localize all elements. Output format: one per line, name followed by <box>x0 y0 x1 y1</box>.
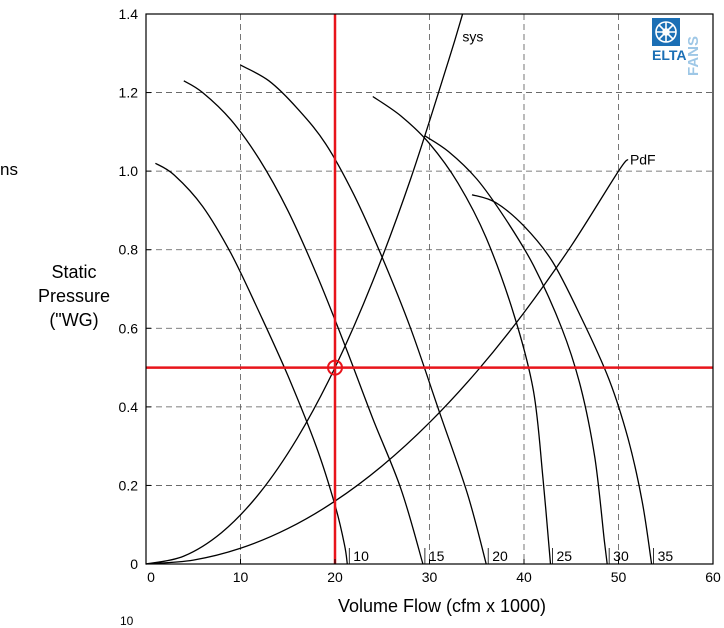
elta-fans-logo: ELTA FANS <box>650 16 712 78</box>
fan-curve-15 <box>183 80 424 565</box>
fan-curve-label-20: 20 <box>492 548 508 564</box>
fan-curve-10 <box>155 162 348 565</box>
x-tick-label: 10 <box>233 569 249 585</box>
logo-text-fans: FANS <box>685 36 702 76</box>
pdf-curve <box>145 158 629 565</box>
y-tick-label: 0.4 <box>119 399 139 415</box>
fan-curve-label-10: 10 <box>353 548 369 564</box>
fan-curve-label-30: 30 <box>613 548 629 564</box>
y-tick-label: 0.8 <box>119 242 139 258</box>
grid-lines <box>146 14 713 564</box>
fan-curve-25 <box>372 95 552 565</box>
y-tick-label: 0.6 <box>119 320 139 336</box>
y-tick-label: 0.2 <box>119 477 139 493</box>
y-axis-label-line3: ("WG) <box>49 310 98 330</box>
fan-curve-20 <box>240 64 487 565</box>
logo-text-elta: ELTA <box>652 47 686 63</box>
x-axis-label: Volume Flow (cfm x 1000) <box>338 596 546 616</box>
fan-curve-label-35: 35 <box>658 548 674 564</box>
system-curve <box>145 13 464 565</box>
y-tick-label: 1.4 <box>119 6 139 22</box>
x-tick-label: 0 <box>147 569 155 585</box>
curves-layer <box>145 13 653 565</box>
fan-icon <box>655 21 677 43</box>
reference-lines <box>146 14 713 564</box>
y-tick-label: 1.0 <box>119 163 139 179</box>
axis-ticks: 0 10 20 30 40 50 60 0 0.2 0.4 0.6 0.8 1.0 1.2 1.4 <box>119 6 721 585</box>
x-tick-label: 60 <box>705 569 721 585</box>
x-tick-label: 40 <box>516 569 532 585</box>
y-tick-label: 0 <box>130 556 138 572</box>
fan-curve-label-15: 15 <box>429 548 445 564</box>
left-edge-text-fragment: ns <box>0 160 18 179</box>
pdf-curve-label: PdF <box>630 151 656 167</box>
system-curve-label: sys <box>462 29 483 45</box>
x-tick-label: 20 <box>327 569 343 585</box>
y-axis-label-line2: Pressure <box>38 286 110 306</box>
y-axis-label-line1: Static <box>51 262 96 282</box>
bottom-edge-text-fragment: 10 <box>120 614 134 628</box>
x-tick-label: 30 <box>422 569 438 585</box>
fan-curve-30 <box>424 135 608 565</box>
fan-curve-35 <box>471 194 653 565</box>
curve-labels: 10 15 20 25 30 35 sys PdF <box>348 29 674 564</box>
x-tick-label: 50 <box>611 569 627 585</box>
operating-point-marker <box>327 359 343 376</box>
fan-curve-label-25: 25 <box>556 548 572 564</box>
y-tick-label: 1.2 <box>119 85 139 101</box>
